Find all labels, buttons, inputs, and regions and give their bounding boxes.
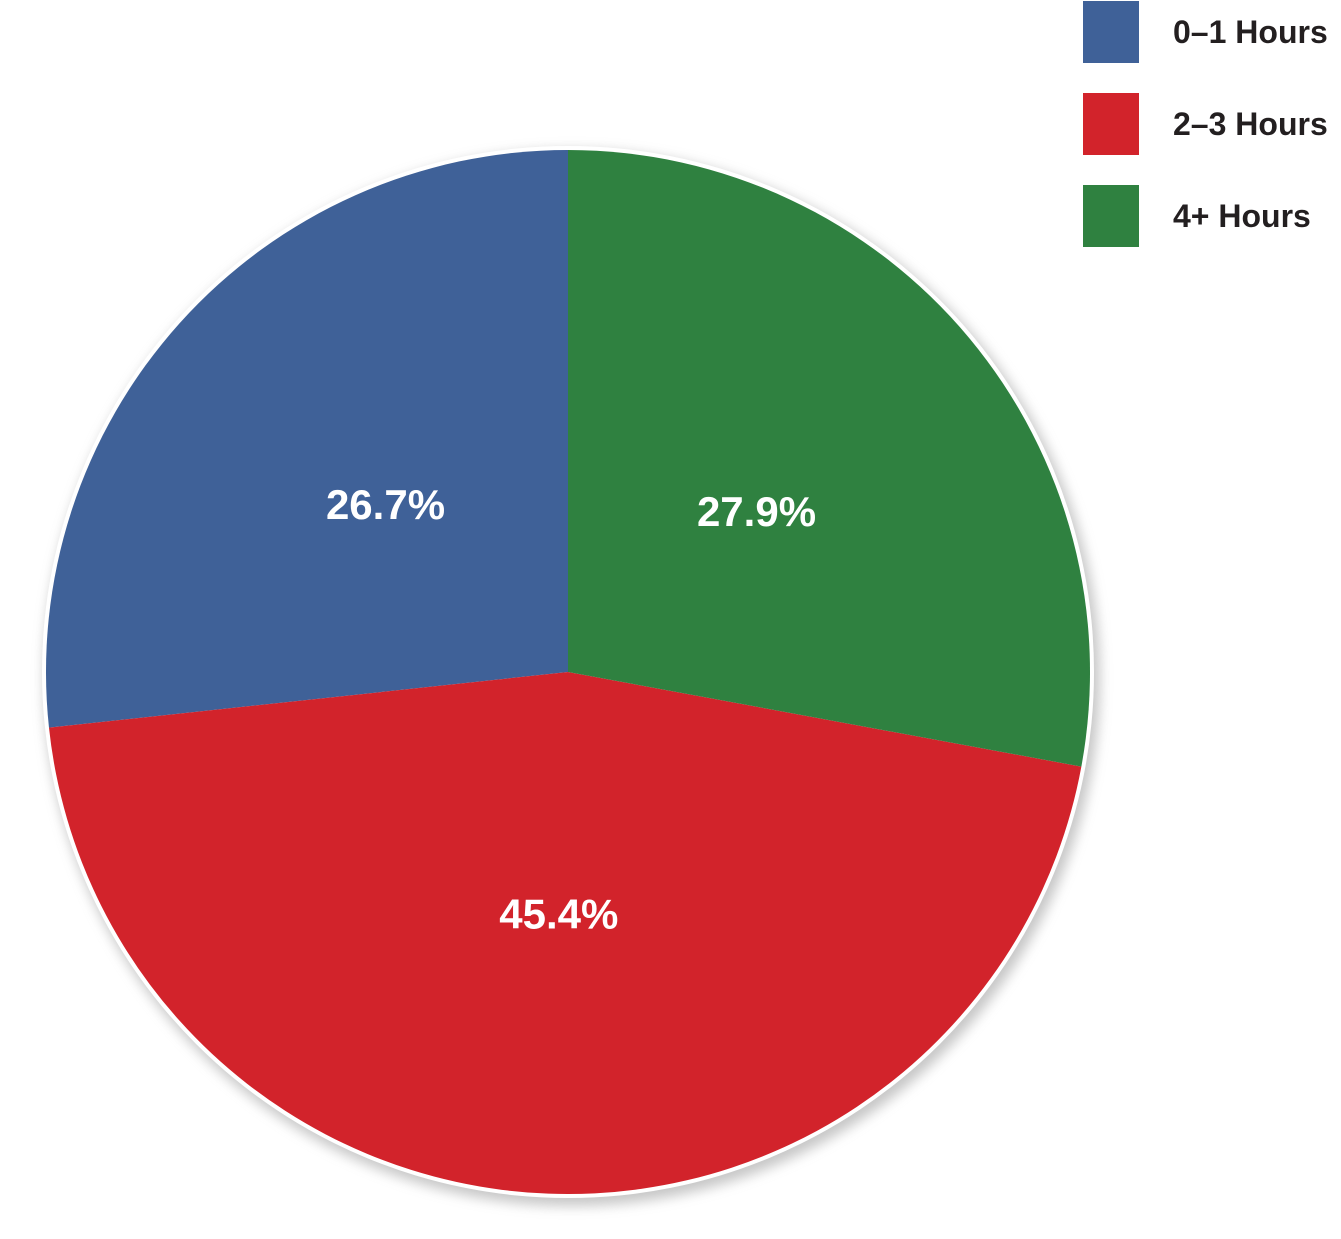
slice-label-1: 26.7% <box>326 481 445 528</box>
legend-swatch-2 <box>1083 93 1139 155</box>
slice-label-2: 45.4% <box>499 890 618 937</box>
legend: 0–1 Hours 2–3 Hours 4+ Hours <box>1083 1 1328 247</box>
legend-swatch-3 <box>1083 185 1139 247</box>
legend-label-2: 2–3 Hours <box>1173 106 1328 142</box>
pie-slices <box>42 146 1100 1206</box>
slice-labels: 26.7% 45.4% 27.9% <box>326 481 816 937</box>
legend-label-1: 0–1 Hours <box>1173 14 1328 50</box>
pie-slice-3 <box>568 150 1091 767</box>
pie-slice-1 <box>45 150 569 728</box>
legend-label-3: 4+ Hours <box>1173 198 1311 234</box>
legend-swatch-1 <box>1083 1 1139 63</box>
slice-label-3: 27.9% <box>697 488 816 535</box>
pie-slice-2 <box>48 672 1082 1195</box>
